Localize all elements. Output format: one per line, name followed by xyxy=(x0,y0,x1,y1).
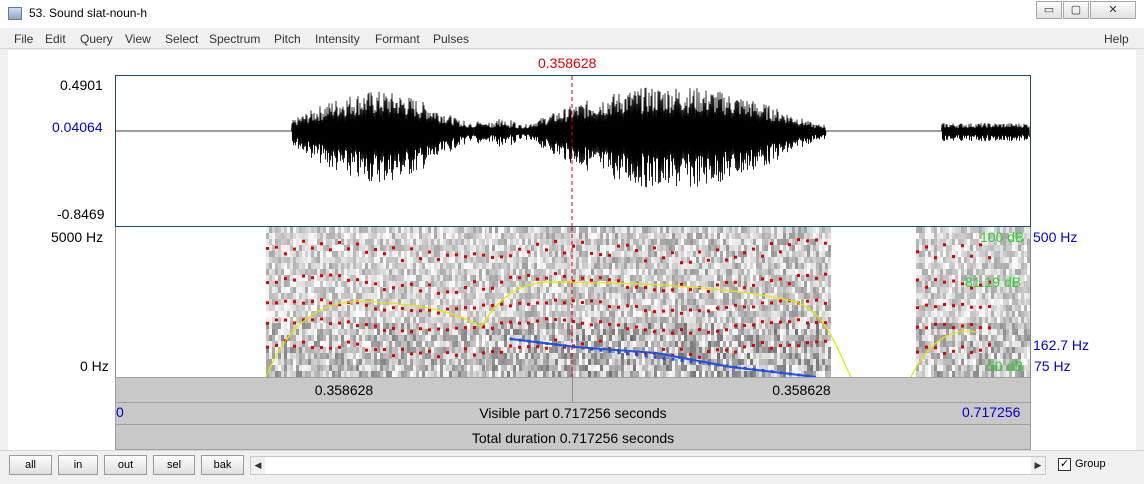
time-scrollbar[interactable]: ◀ ▶ xyxy=(250,456,1046,475)
intensity-value-label: 81.19 dB xyxy=(965,274,1022,290)
menu-pulses[interactable]: Pulses xyxy=(433,32,470,46)
selection-time-bar[interactable]: 0.358628 0.358628 xyxy=(115,377,1031,403)
spectrogram-view[interactable] xyxy=(115,227,1031,378)
menu-formant[interactable]: Formant xyxy=(375,32,420,46)
pitch-bottom-label: 75 Hz xyxy=(1034,358,1071,374)
menu-bar: File Edit Query View Select Spectrum Pit… xyxy=(0,28,1144,49)
menu-intensity[interactable]: Intensity xyxy=(315,32,360,46)
scroll-left-icon[interactable]: ◀ xyxy=(251,457,265,474)
menu-edit[interactable]: Edit xyxy=(45,32,66,46)
total-duration-label[interactable]: Total duration 0.717256 seconds xyxy=(471,430,675,446)
window-title: 53. Sound slat-noun-h xyxy=(29,6,148,20)
pitch-top-label: 500 Hz xyxy=(1033,229,1078,245)
spectrogram-freq-bottom-label: 0 Hz xyxy=(80,358,109,374)
bottom-toolbar: all in out sel bak ◀ ▶ ✓ Group xyxy=(0,450,1144,484)
zoom-out-button[interactable]: out xyxy=(104,455,147,475)
group-checkbox[interactable]: ✓ xyxy=(1058,458,1071,471)
zoom-in-button[interactable]: in xyxy=(58,455,98,475)
waveform-plot xyxy=(116,76,1030,226)
intensity-curve xyxy=(265,281,977,378)
zoom-back-button[interactable]: bak xyxy=(201,455,244,475)
waveform-min-label: -0.8469 xyxy=(57,206,105,222)
menu-spectrum[interactable]: Spectrum xyxy=(209,32,261,46)
right-segment-duration[interactable]: 0.358628 xyxy=(772,382,831,398)
group-label: Group xyxy=(1075,458,1106,470)
left-segment-duration[interactable]: 0.358628 xyxy=(314,382,374,398)
waveform-cursor-value-label: 0.04064 xyxy=(52,119,103,135)
zoom-all-button[interactable]: all xyxy=(9,455,52,475)
menu-help[interactable]: Help xyxy=(1104,32,1129,46)
waveform-trace xyxy=(116,87,1030,188)
menu-file[interactable]: File xyxy=(14,32,34,46)
spectrogram-freq-top-label: 5000 Hz xyxy=(51,229,104,245)
pitch-value-label: 162.7 Hz xyxy=(1033,337,1090,353)
menu-query[interactable]: Query xyxy=(80,32,113,46)
scroll-right-icon[interactable]: ▶ xyxy=(1031,457,1045,474)
waveform-view[interactable] xyxy=(115,75,1031,227)
minimize-button[interactable]: ▭ xyxy=(1036,1,1062,19)
pitch-contour xyxy=(509,337,817,378)
intensity-bottom-label: 50 dB xyxy=(987,358,1024,374)
menu-view[interactable]: View xyxy=(125,32,151,46)
total-duration-bar[interactable]: Total duration 0.717256 seconds xyxy=(115,424,1031,450)
maximize-button[interactable]: ▢ xyxy=(1063,1,1089,19)
visible-part-label[interactable]: Visible part 0.717256 seconds xyxy=(479,405,667,421)
cursor-time-label: 0.358628 xyxy=(538,55,597,71)
visible-part-bar[interactable]: Visible part 0.717256 seconds xyxy=(115,402,1031,425)
spectrogram-plot xyxy=(265,227,1030,378)
zoom-selection-button[interactable]: sel xyxy=(153,455,195,475)
menu-select[interactable]: Select xyxy=(165,32,199,46)
menu-pitch[interactable]: Pitch xyxy=(274,32,301,46)
cursor-divider xyxy=(572,378,573,402)
visible-start-label: 0 xyxy=(116,404,124,420)
formant-points xyxy=(266,238,991,359)
waveform-max-label: 0.4901 xyxy=(60,77,103,93)
title-bar: 53. Sound slat-noun-h ▭ ▢ ✕ xyxy=(0,0,1144,28)
visible-end-label: 0.717256 xyxy=(962,404,1021,420)
close-button[interactable]: ✕ xyxy=(1090,1,1136,19)
intensity-top-label: 100 dB xyxy=(980,229,1025,245)
app-icon xyxy=(8,7,22,20)
